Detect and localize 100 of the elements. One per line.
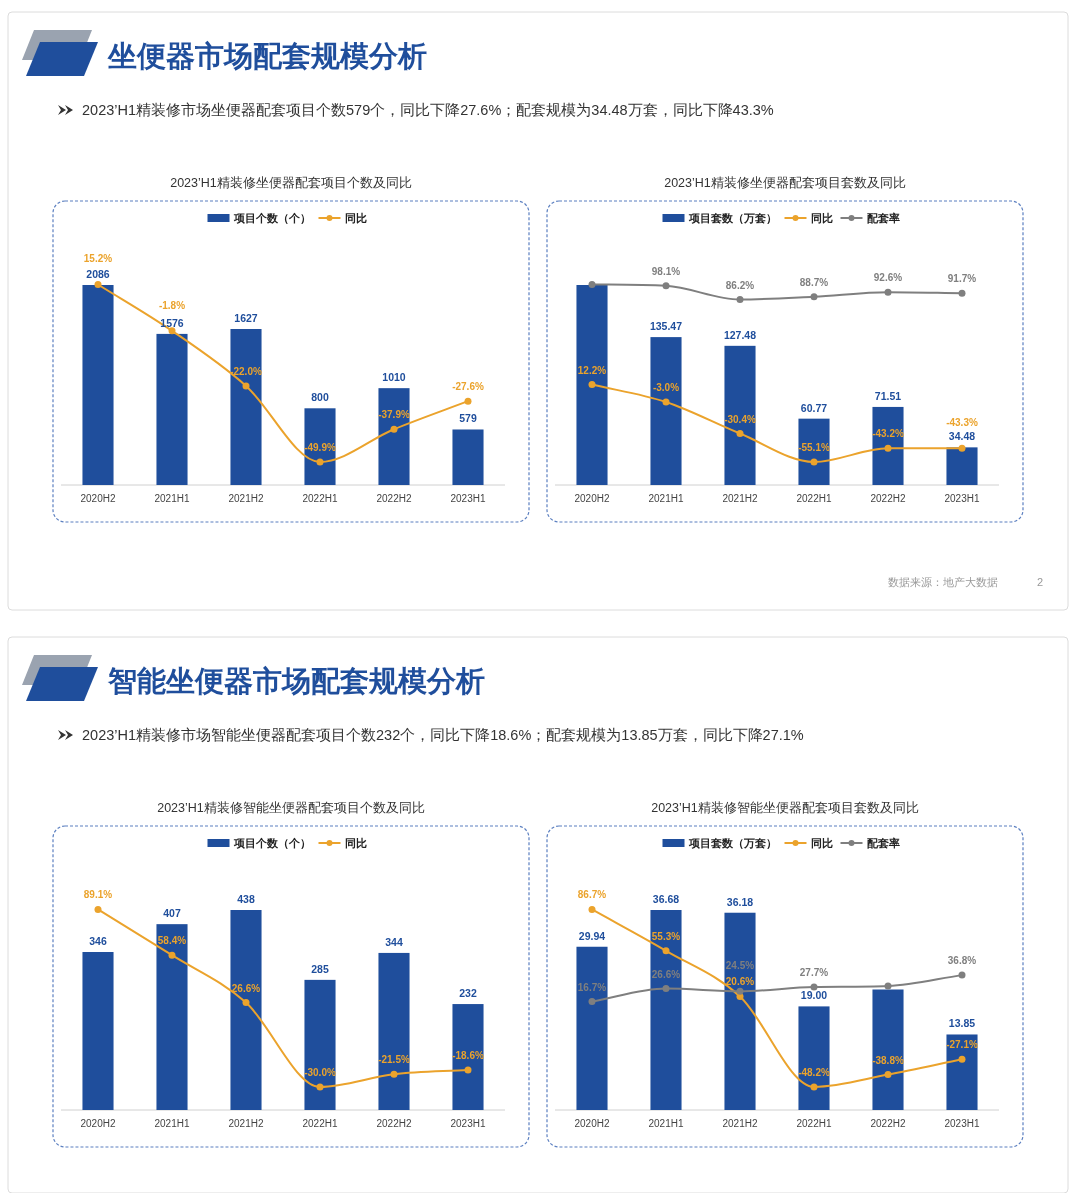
data-label: 19.00 <box>800 989 828 1002</box>
point <box>810 1083 818 1091</box>
point <box>662 947 670 955</box>
legend-label: 项目个数（个） <box>232 837 311 850</box>
point <box>588 280 596 288</box>
legend-label: 项目套数（万套） <box>687 212 777 225</box>
data-label: 346 <box>89 935 107 948</box>
x-tick-label: 2021H2 <box>228 1118 264 1129</box>
x-tick-label: 2022H2 <box>376 1118 412 1129</box>
bar <box>378 388 410 485</box>
data-label: 1576 <box>160 316 184 329</box>
point <box>242 999 250 1007</box>
point <box>810 983 818 991</box>
bar <box>872 989 904 1110</box>
chart-title: 2023’H1精装修坐便器配套项目个数及同比 <box>170 176 412 190</box>
data-label: 27.7% <box>799 967 829 979</box>
point <box>464 397 472 405</box>
data-label: 29.94 <box>578 929 606 942</box>
x-tick-label: 2020H2 <box>574 493 610 504</box>
point <box>662 282 670 290</box>
data-label: 34.48 <box>948 430 976 443</box>
data-label: 438 <box>237 893 255 905</box>
bar <box>724 912 756 1110</box>
data-label: 1010 <box>382 371 406 384</box>
x-tick-label: 2022H1 <box>302 1118 338 1129</box>
data-label: -21.5% <box>378 1054 410 1066</box>
point <box>810 293 818 301</box>
x-tick-label: 2023H1 <box>944 1118 980 1129</box>
point <box>588 998 596 1006</box>
legend-label: 同比 <box>344 837 367 849</box>
data-label: -30.0% <box>304 1066 336 1078</box>
data-label: -38.8% <box>872 1054 904 1066</box>
data-label: 24.5% <box>725 960 755 972</box>
x-tick-label: 2020H2 <box>80 1118 116 1129</box>
bar <box>798 1006 830 1110</box>
bar <box>230 910 262 1110</box>
point <box>588 381 596 389</box>
x-tick-label: 2020H2 <box>80 493 116 504</box>
data-label: 579 <box>459 412 477 425</box>
x-tick-label: 2023H1 <box>944 493 980 504</box>
point <box>958 444 966 452</box>
data-label: 92.6% <box>873 272 903 284</box>
x-tick-label: 2022H1 <box>302 493 338 504</box>
chart-title: 2023’H1精装修智能坐便器配套项目个数及同比 <box>157 801 425 815</box>
point <box>884 1071 892 1079</box>
bar <box>156 333 188 485</box>
legend-label: 项目套数（万套） <box>687 837 777 850</box>
x-tick-label: 2021H1 <box>154 493 190 504</box>
point <box>958 289 966 297</box>
data-label: -27.1% <box>946 1039 978 1051</box>
x-tick-label: 2023H1 <box>450 493 486 504</box>
data-label: 89.1% <box>83 889 113 901</box>
data-label: 12.2% <box>577 364 607 376</box>
bar <box>378 952 410 1110</box>
point <box>390 425 398 433</box>
data-label: 285 <box>311 962 329 975</box>
point <box>884 444 892 452</box>
bar <box>230 329 262 485</box>
bar <box>946 1034 978 1110</box>
point <box>168 951 176 959</box>
data-label: 15.2% <box>83 253 113 265</box>
x-tick-label: 2022H1 <box>796 1118 832 1129</box>
bar <box>576 946 608 1110</box>
data-label: 88.7% <box>799 276 829 288</box>
x-tick-label: 2023H1 <box>450 1118 486 1129</box>
data-label: 800 <box>311 391 329 404</box>
data-label: -43.3% <box>946 417 978 429</box>
point <box>316 458 324 466</box>
data-label: 20.6% <box>725 976 755 988</box>
data-label: 36.18 <box>726 895 754 908</box>
x-tick-label: 2022H2 <box>376 493 412 504</box>
text: 2023’H1精装修市场智能坐便器配套项目个数232个，同比下降18.6%；配套规模为13.85万套，同比下降27.1% <box>82 727 804 743</box>
bar <box>452 1004 484 1110</box>
point <box>736 296 744 304</box>
data-label: 58.4% <box>157 935 187 947</box>
data-label: 36.68 <box>652 893 680 905</box>
x-tick-label: 2021H2 <box>722 1118 758 1129</box>
bar <box>82 952 114 1110</box>
point <box>662 985 670 993</box>
data-label: 2086 <box>86 268 110 280</box>
point <box>662 398 670 406</box>
bar <box>304 408 336 485</box>
point <box>736 430 744 438</box>
data-label: -22.0% <box>230 365 262 377</box>
point <box>242 382 250 390</box>
data-label: 91.7% <box>947 273 977 285</box>
data-label: 135.47 <box>649 320 683 333</box>
bar <box>872 406 904 485</box>
data-label: -3.0% <box>652 382 680 394</box>
data-label: 98.1% <box>651 265 681 277</box>
data-label: 60.77 <box>800 401 828 414</box>
data-label: 26.6% <box>651 968 681 980</box>
x-tick-label: 2022H2 <box>870 493 906 504</box>
bar <box>946 447 978 485</box>
data-label: 16.7% <box>577 981 607 993</box>
legend-label: 配套率 <box>866 212 900 224</box>
data-label: 86.7% <box>577 889 607 901</box>
source-note: 数据来源：地产大数据 <box>888 576 998 588</box>
bar <box>304 979 336 1110</box>
bar <box>650 337 682 485</box>
